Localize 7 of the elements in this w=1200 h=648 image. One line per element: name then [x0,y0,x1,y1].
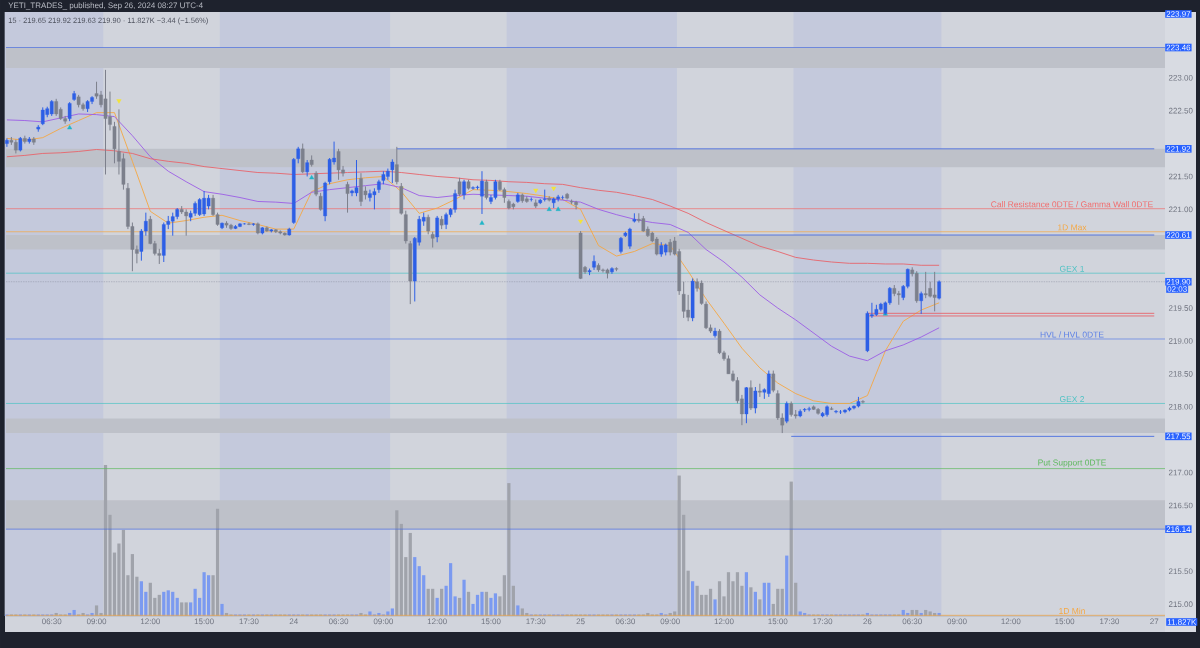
ref-line-label: GEX 1 [1059,265,1085,272]
ref-line-label: 1D Min [1059,607,1085,614]
ref-line-label: Call Resistance 0DTE / Gamma Wall 0DTE [991,201,1153,208]
ref-line-label: Put Support 0DTE [1038,459,1106,468]
ref-line-label: 1D Max [1058,224,1087,231]
ref-line-label: GEX 2 [1059,396,1085,403]
ref-line-label: HVL / HVL 0DTE [1040,331,1104,338]
